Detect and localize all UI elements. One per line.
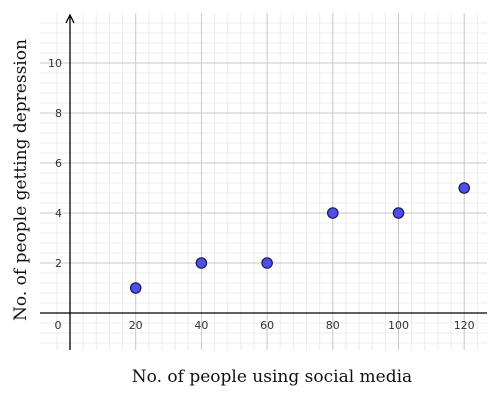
x-tick-label: 80 (326, 319, 340, 332)
x-tick-label: 0 (55, 319, 62, 332)
y-tick-label: 10 (48, 57, 62, 70)
x-tick-label: 20 (129, 319, 143, 332)
y-tick-label: 8 (55, 107, 62, 120)
x-tick-label: 100 (388, 319, 409, 332)
x-tick-labels: 0 20 40 60 80 100 120 (55, 319, 475, 332)
y-tick-label: 2 (55, 257, 62, 270)
data-point (129, 282, 142, 294)
axes (40, 13, 487, 350)
y-tick-labels: 2 4 6 8 10 (48, 57, 62, 270)
minor-grid (40, 13, 487, 350)
data-point (458, 182, 470, 194)
y-axis-title: No. of people getting depression (11, 39, 31, 321)
major-grid (40, 13, 487, 350)
data-point (261, 257, 273, 269)
x-axis-title: No. of people using social media (132, 367, 412, 387)
x-tick-label: 120 (454, 319, 475, 332)
y-axis-arrow (65, 13, 75, 24)
data-points (129, 182, 470, 294)
data-point (195, 257, 208, 269)
data-point (392, 207, 405, 219)
x-tick-label: 40 (194, 319, 208, 332)
x-tick-label: 60 (260, 319, 274, 332)
y-tick-label: 4 (55, 207, 62, 220)
y-tick-label: 6 (55, 157, 62, 170)
data-point (326, 207, 339, 219)
